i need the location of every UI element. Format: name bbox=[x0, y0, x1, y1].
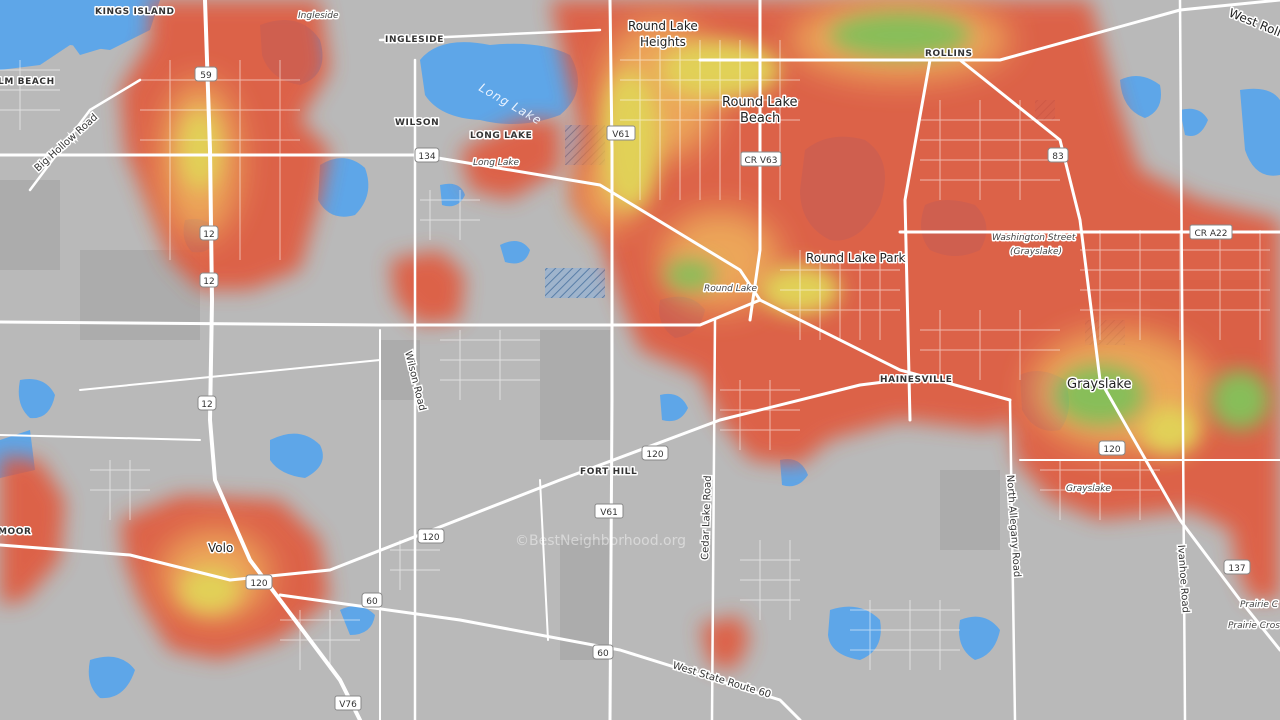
heat-lowest bbox=[665, 13, 1270, 430]
street-grids bbox=[0, 40, 1270, 670]
place-fort-hill: FORT HILL bbox=[580, 467, 637, 477]
svg-text:V61: V61 bbox=[600, 508, 618, 518]
svg-text:V61: V61 bbox=[612, 130, 630, 140]
shield-12-a: 12 bbox=[199, 225, 219, 241]
route-134 bbox=[0, 153, 762, 302]
cedar-lake-road bbox=[710, 318, 717, 720]
route-shields: 59 12 12 12 134 V61 V61 CR V63 83 CR A22… bbox=[194, 66, 1251, 711]
place-grayslake-italic: Grayslake bbox=[1066, 484, 1111, 494]
svg-text:120: 120 bbox=[250, 579, 267, 589]
shield-60-a: 60 bbox=[361, 592, 383, 608]
place-ingleside: INGLESIDE bbox=[385, 35, 444, 45]
place-round-lake-heights-2: Heights bbox=[640, 35, 686, 49]
map-labels: KINGS ISLAND Ingleside INGLESIDE Round L… bbox=[0, 4, 1280, 702]
svg-text:83: 83 bbox=[1052, 152, 1063, 162]
place-lm-beach: LM BEACH bbox=[0, 77, 55, 87]
svg-text:120: 120 bbox=[646, 450, 663, 460]
north-allegany-road bbox=[1008, 398, 1017, 720]
place-long-lake: LONG LAKE bbox=[470, 131, 532, 141]
place-long-lake-italic: Long Lake bbox=[473, 158, 520, 168]
shield-137: 137 bbox=[1223, 559, 1251, 575]
place-ingleside-italic: Ingleside bbox=[298, 11, 339, 21]
ingleside-road bbox=[378, 28, 602, 42]
shield-v76: V76 bbox=[334, 695, 362, 711]
svg-text:12: 12 bbox=[201, 400, 212, 410]
svg-text:CR V63: CR V63 bbox=[744, 156, 777, 166]
place-hainesville: HAINESVILLE bbox=[880, 375, 953, 385]
svg-text:60: 60 bbox=[597, 649, 609, 659]
place-round-lake-beach-1: Round Lake bbox=[722, 95, 798, 110]
shield-cra22: CR A22 bbox=[1189, 224, 1233, 240]
shield-60-b: 60 bbox=[592, 644, 614, 660]
shield-12-c: 12 bbox=[197, 395, 217, 411]
road-cedar-lake: Cedar Lake Road bbox=[700, 475, 714, 560]
place-prairie-1: Prairie C bbox=[1240, 600, 1279, 610]
shield-120-b: 120 bbox=[417, 528, 445, 544]
svg-text:60: 60 bbox=[366, 597, 378, 607]
route-60 bbox=[278, 593, 802, 720]
place-round-lake-beach-2: Beach bbox=[740, 111, 780, 126]
big-hollow-road bbox=[28, 78, 142, 192]
svg-text:12: 12 bbox=[203, 277, 214, 287]
shield-12-b: 12 bbox=[199, 272, 219, 288]
shield-59: 59 bbox=[194, 66, 218, 82]
place-washington-street-2: (Grayslake) bbox=[1010, 247, 1062, 257]
place-wilson: WILSON bbox=[395, 118, 439, 128]
shield-120-a: 120 bbox=[641, 445, 669, 461]
route-hainesville bbox=[0, 298, 1012, 402]
route-120 bbox=[0, 378, 902, 582]
svg-text:CR A22: CR A22 bbox=[1194, 229, 1227, 239]
shield-v61-b: V61 bbox=[594, 503, 624, 519]
shield-crv63: CR V63 bbox=[740, 151, 782, 167]
svg-text:120: 120 bbox=[1103, 445, 1120, 455]
shield-v61-a: V61 bbox=[606, 125, 636, 141]
place-round-lake: Round Lake bbox=[704, 284, 757, 294]
svg-text:59: 59 bbox=[200, 71, 212, 81]
shield-120-d: 120 bbox=[1098, 440, 1126, 456]
place-washington-street-1: Washington Street bbox=[992, 233, 1076, 243]
place-kings-island: KINGS ISLAND bbox=[95, 7, 175, 17]
place-grayslake: Grayslake bbox=[1067, 377, 1132, 392]
route-crv63 bbox=[748, 0, 762, 322]
place-round-lake-park: Round Lake Park bbox=[806, 251, 906, 265]
rollins-road bbox=[698, 0, 1280, 62]
place-rollins: ROLLINS bbox=[925, 49, 973, 59]
place-prairie-2: Prairie Cros bbox=[1228, 621, 1280, 631]
shield-134: 134 bbox=[414, 147, 440, 163]
svg-text:120: 120 bbox=[422, 533, 439, 543]
svg-text:12: 12 bbox=[203, 230, 214, 240]
ivanhoe-road bbox=[1178, 0, 1187, 720]
svg-text:V76: V76 bbox=[339, 700, 357, 710]
route-12 bbox=[203, 0, 362, 720]
place-round-lake-heights-1: Round Lake bbox=[628, 19, 698, 33]
svg-text:137: 137 bbox=[1228, 564, 1245, 574]
long-lake bbox=[420, 42, 578, 125]
svg-text:134: 134 bbox=[418, 152, 435, 162]
route-v61 bbox=[608, 0, 614, 720]
shield-120-c: 120 bbox=[245, 574, 273, 590]
place-moor: MOOR bbox=[0, 527, 32, 537]
route-83 bbox=[958, 58, 1280, 652]
place-volo: Volo bbox=[208, 541, 233, 555]
watermark: ©BestNeighborhood.org bbox=[515, 533, 686, 549]
shield-83: 83 bbox=[1047, 147, 1069, 163]
